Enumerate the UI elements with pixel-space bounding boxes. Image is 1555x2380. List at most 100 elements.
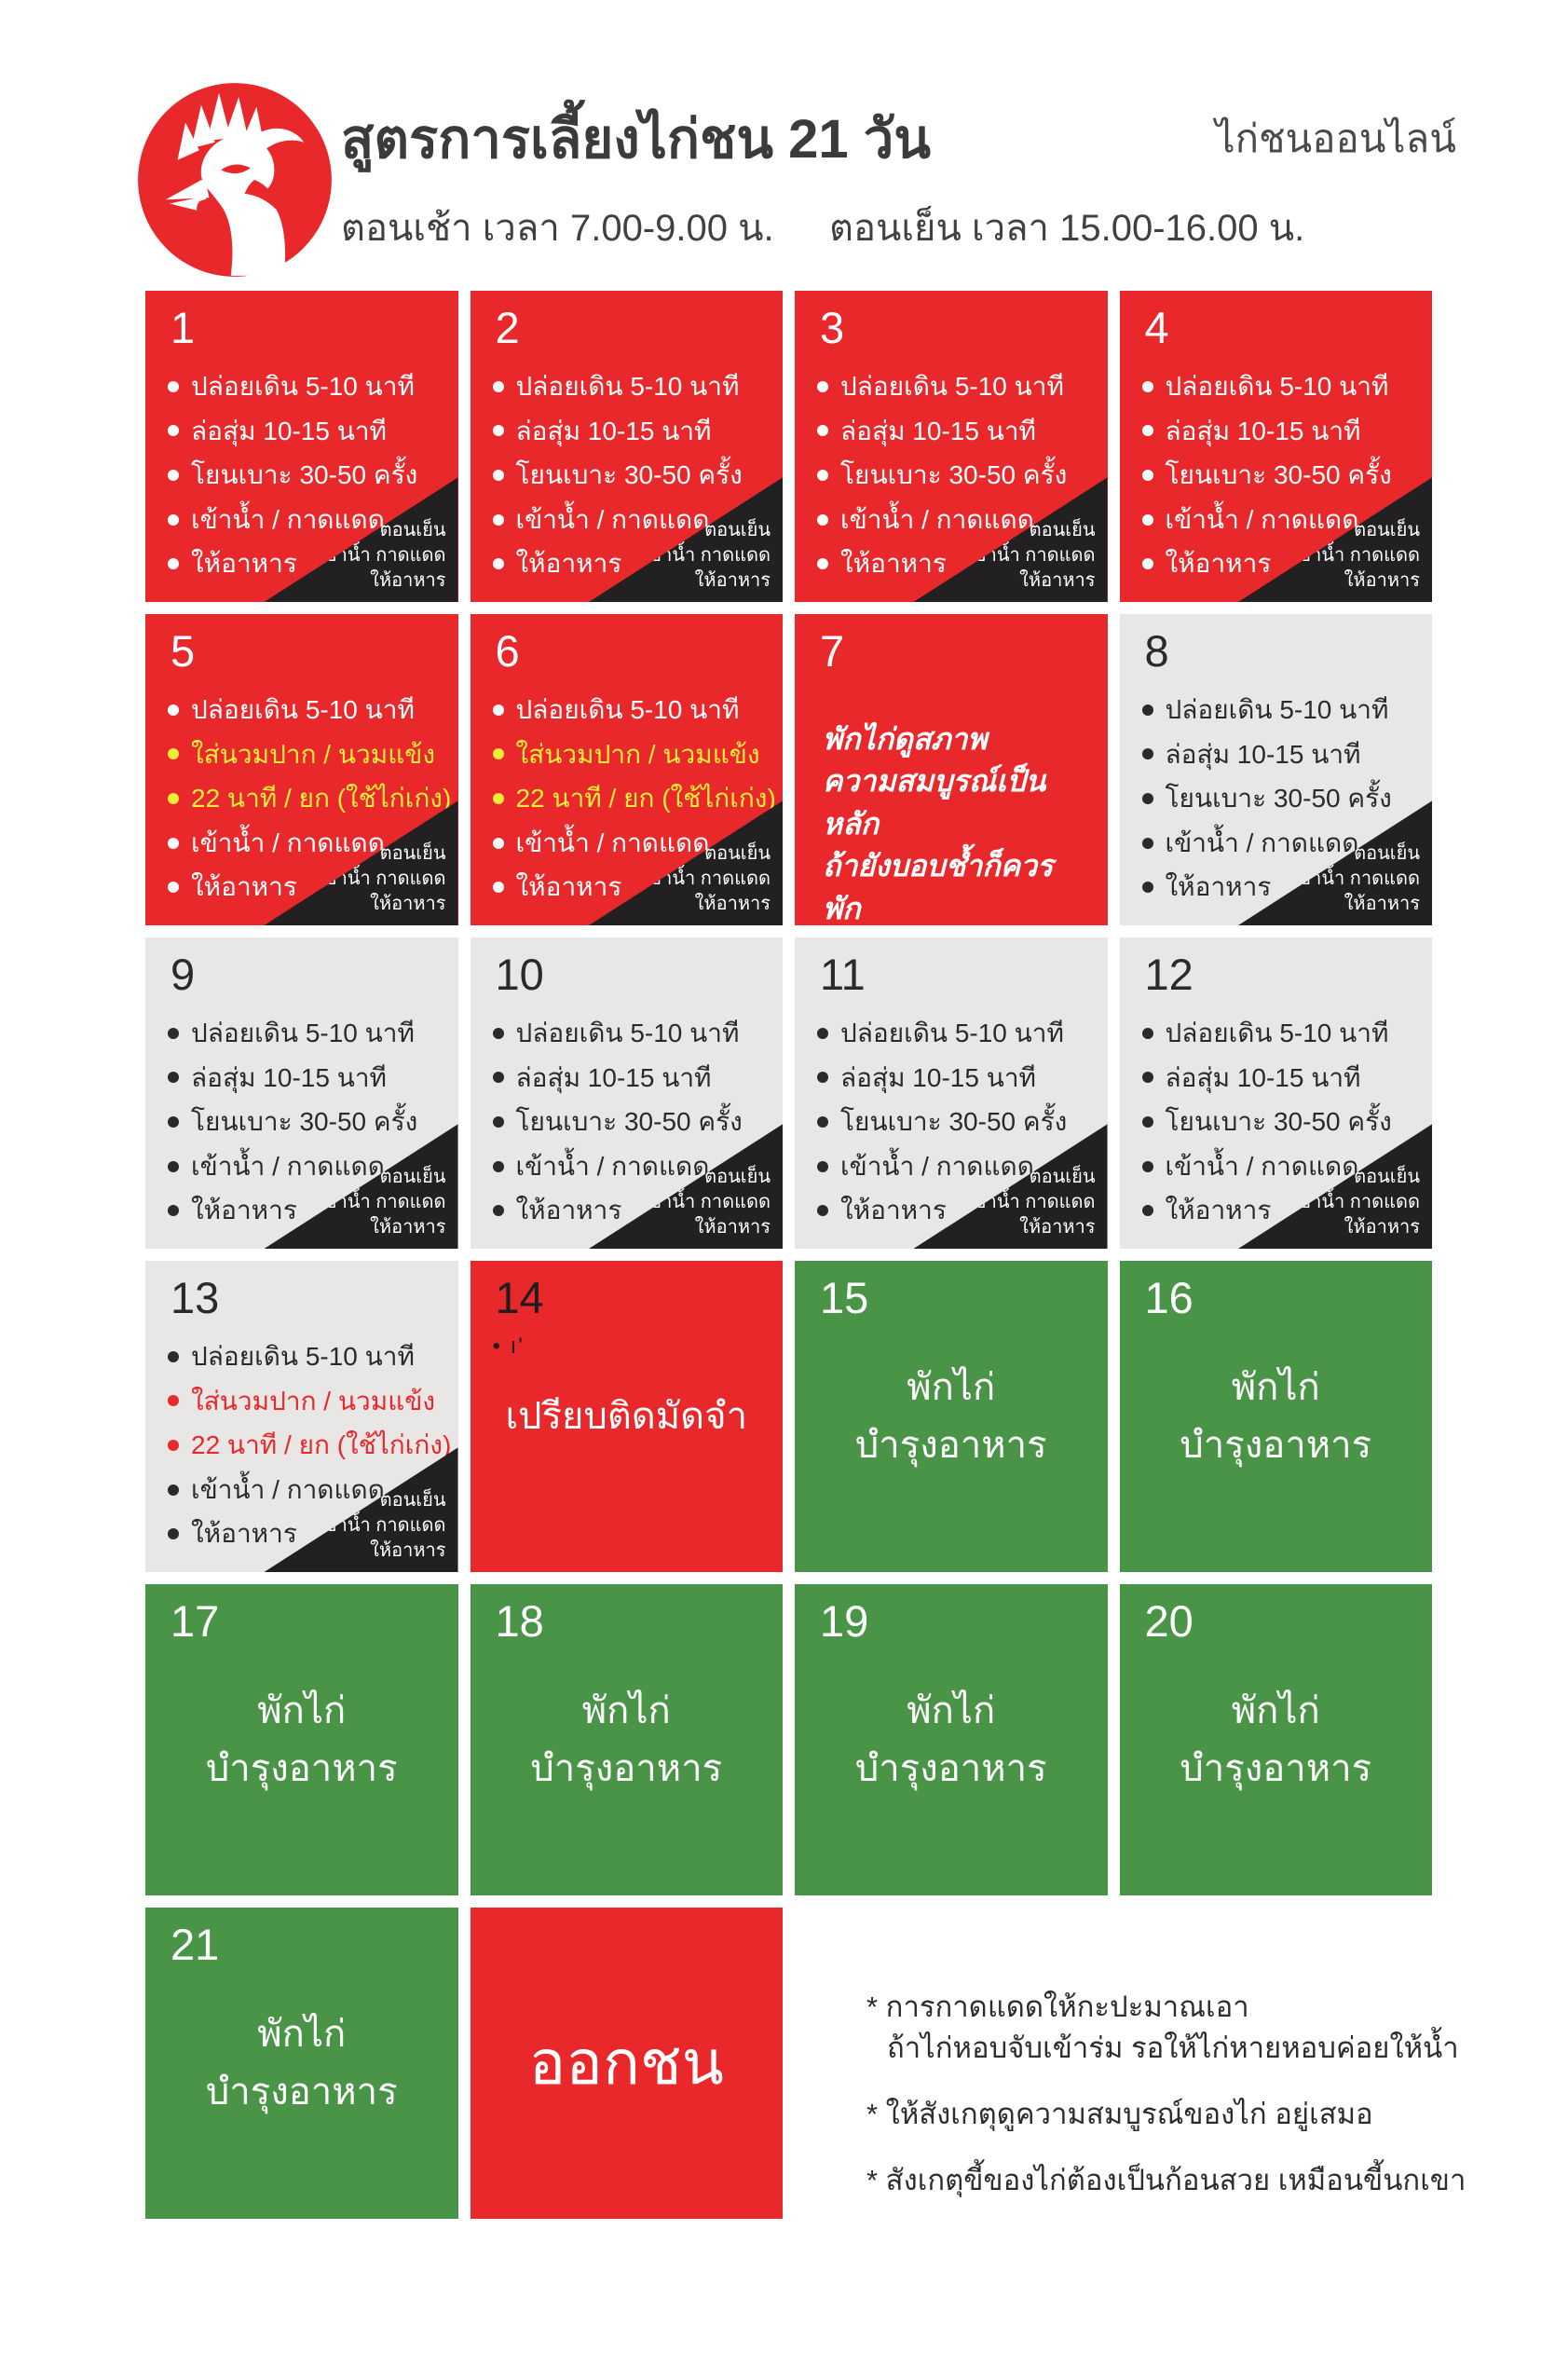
bullet-icon xyxy=(1141,704,1153,716)
bullet-icon xyxy=(168,1528,179,1540)
bullet-icon xyxy=(168,1205,179,1217)
evening-note-line: เข้าน้ำ กาดแดด xyxy=(318,1192,446,1212)
evening-note-line: ตอนเย็น xyxy=(379,1167,446,1187)
bullet-icon xyxy=(492,513,504,526)
activity-text: 22 นาที / ยก (ใช้ไก่เก่ง) xyxy=(515,784,776,814)
cell-label-line: บำรุงอาหาร xyxy=(205,2072,398,2113)
activity-list: ปล่อยเดิน 5-10 นาที ล่อสุ่ม 10-15 นาที โยน… xyxy=(1120,937,1433,1226)
activity-text: เข้าน้ำ / กาดแดด xyxy=(840,1151,1034,1181)
activity-text: ให้อาหาร xyxy=(840,1196,947,1225)
activity-text: ให้อาหาร xyxy=(515,1196,622,1225)
cell-label: พักไก่ บำรุงอาหาร xyxy=(471,1584,784,1895)
activity-text: เข้าน้ำ / กาดแดด xyxy=(515,828,710,857)
list-item: เข้าน้ำ / กาดแดด xyxy=(1141,504,1418,536)
activity-text: ปล่อยเดิน 5-10 นาที xyxy=(515,372,740,401)
cell-label: พักไก่ บำรุงอาหาร xyxy=(795,1584,1108,1895)
bullet-icon xyxy=(168,1160,179,1172)
activity-text: เข้าน้ำ / กาดแดด xyxy=(515,504,710,534)
list-item: ให้อาหาร xyxy=(817,1195,1093,1226)
brand-name: ไก่ชนออนไลน์ xyxy=(1215,116,1456,160)
list-item: ปล่อยเดิน 5-10 นาที xyxy=(168,694,443,726)
evening-note-line: ตอนเย็น xyxy=(379,843,446,864)
evening-note-line: ให้อาหาร xyxy=(1019,570,1096,591)
fight-cell: ออกชน xyxy=(470,1908,784,2219)
list-item: ล่อสุ่ม 10-15 นาที xyxy=(492,1062,769,1094)
evening-note-line: ให้อาหาร xyxy=(370,570,446,591)
list-item: ให้อาหาร xyxy=(168,871,443,903)
bullet-icon xyxy=(168,748,179,760)
list-item: เข้าน้ำ / กาดแดด xyxy=(1141,828,1418,859)
bullet-icon xyxy=(492,882,504,894)
list-item: ให้อาหาร xyxy=(1141,871,1418,903)
footnote-text: ถ้าไก่หอบจับเข้าร่ม รอให้ไก่หายหอบค่อยให… xyxy=(887,2031,1459,2065)
activity-list: ปล่อยเดิน 5-10 นาที ล่อสุ่ม 10-15 นาที โยน… xyxy=(145,291,458,580)
activity-text: ให้อาหาร xyxy=(515,872,622,902)
day-number: 18 xyxy=(495,1596,544,1646)
list-item: ใส่นวมปาก / นวมแข้ง xyxy=(168,739,443,771)
activity-list: ปล่อยเดิน 5-10 นาที ล่อสุ่ม 10-15 นาที โยน… xyxy=(145,937,458,1226)
activity-text: 22 นาที / ยก (ใช้ไก่เก่ง) xyxy=(191,1430,452,1460)
cell-label: ออกชน xyxy=(471,1908,784,2219)
activity-text: ปล่อยเดิน 5-10 นาที xyxy=(515,695,740,724)
evening-note-line: ให้อาหาร xyxy=(1019,1217,1096,1238)
list-item: ปล่อยเดิน 5-10 นาที xyxy=(817,1018,1093,1049)
day-cell-16: 16 พักไก่ บำรุงอาหาร xyxy=(1119,1261,1432,1572)
bullet-icon xyxy=(1141,1160,1153,1172)
list-item: โยนเบาะ 30-50 ครั้ง xyxy=(1141,459,1418,491)
bullet-icon xyxy=(817,1205,828,1217)
list-item: ให้อาหาร xyxy=(168,1195,443,1226)
evening-note-line: ตอนเย็น xyxy=(1029,520,1096,540)
activity-text: ให้อาหาร xyxy=(191,1196,297,1225)
day-number: 3 xyxy=(820,303,845,352)
evening-note-line: เข้าน้ำ กาดแดด xyxy=(967,545,1096,566)
day-number: 6 xyxy=(495,626,520,676)
bullet-icon xyxy=(1141,1115,1153,1128)
bullet-icon xyxy=(168,1484,179,1496)
cell-label-line: บำรุงอาหาร xyxy=(530,1748,723,1789)
activity-text: 22 นาที / ยก (ใช้ไก่เก่ง) xyxy=(191,784,452,814)
day-cell-13: 13 ปล่อยเดิน 5-10 นาที ใส่นวมปาก / นวมแข้ง… xyxy=(145,1261,458,1572)
list-item: ล่อสุ่ม 10-15 นาที xyxy=(1141,1062,1418,1094)
day-number: 10 xyxy=(495,950,544,999)
bullet-icon xyxy=(817,1160,828,1172)
cell-label-line: บำรุงอาหาร xyxy=(205,1748,398,1789)
evening-note-line: ให้อาหาร xyxy=(1344,894,1420,914)
list-item: ล่อสุ่ม 10-15 นาที xyxy=(1141,739,1418,771)
activity-text: เข้าน้ำ / กาดแดด xyxy=(191,828,385,857)
bullet-icon xyxy=(1141,1027,1153,1039)
list-item: ให้อาหาร xyxy=(1141,1195,1418,1226)
activity-text: โยนเบาะ 30-50 ครั้ง xyxy=(515,1107,743,1137)
list-item: เข้าน้ำ / กาดแดด xyxy=(1141,1151,1418,1183)
activity-text: เข้าน้ำ / กาดแดด xyxy=(1165,504,1359,534)
day-number: 11 xyxy=(820,950,866,999)
list-item: ใส่นวมปาก / นวมแข้ง xyxy=(492,739,769,771)
day-cell-3: 3 ปล่อยเดิน 5-10 นาที ล่อสุ่ม 10-15 นาที โย… xyxy=(795,291,1108,602)
list-item: ให้อาหาร xyxy=(168,1518,443,1550)
list-item: ล่อสุ่ม 10-15 นาที xyxy=(817,416,1093,447)
day-number: 5 xyxy=(171,626,196,676)
activity-text: ให้อาหาร xyxy=(515,549,622,579)
day-number: 20 xyxy=(1144,1596,1194,1646)
bullet-icon xyxy=(168,704,179,716)
activity-text: ล่อสุ่ม 10-15 นาที xyxy=(1165,1062,1361,1092)
bullet-icon xyxy=(168,882,179,894)
evening-note-line: ตอนเย็น xyxy=(704,520,771,540)
activity-text: โยนเบาะ 30-50 ครั้ง xyxy=(191,1107,418,1137)
rest-note-line: พักไก่ดูสภาพ xyxy=(823,722,988,756)
list-item: ให้อาหาร xyxy=(817,548,1093,580)
bullet-icon xyxy=(1141,1205,1153,1217)
activity-text: ปล่อยเดิน 5-10 นาที xyxy=(1165,372,1389,401)
day-cell-19: 19 พักไก่ บำรุงอาหาร xyxy=(795,1584,1108,1895)
cell-label-line: พักไก่ xyxy=(257,1690,347,1731)
activity-text: เข้าน้ำ / กาดแดด xyxy=(191,1474,385,1504)
day-cell-7: 7 พักไก่ดูสภาพ ความสมบูรณ์เป็นหลัก ถ้ายังบอ… xyxy=(795,614,1108,925)
activity-text: เข้าน้ำ / กาดแดด xyxy=(1165,1151,1359,1181)
list-item: ล่อสุ่ม 10-15 นาที xyxy=(168,416,443,447)
day-number: 16 xyxy=(1144,1273,1194,1322)
bullet-icon xyxy=(1141,469,1153,481)
day-cell-6: 6 ปล่อยเดิน 5-10 นาทีใส่นวมปาก / นวมแข้ง 2… xyxy=(470,614,783,925)
evening-note-line: เข้าน้ำ กาดแดด xyxy=(1291,1192,1420,1212)
day-number: 17 xyxy=(171,1596,220,1646)
day-number: 8 xyxy=(1144,626,1169,676)
activity-text: โยนเบาะ 30-50 ครั้ง xyxy=(1165,460,1392,490)
